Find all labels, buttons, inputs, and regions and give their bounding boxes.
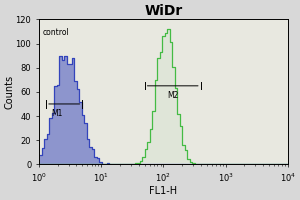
X-axis label: FL1-H: FL1-H [149,186,177,196]
Y-axis label: Counts: Counts [4,75,14,109]
Text: control: control [43,28,70,37]
Text: M1: M1 [51,109,62,118]
Title: WiDr: WiDr [144,4,182,18]
Text: M2: M2 [167,91,178,100]
